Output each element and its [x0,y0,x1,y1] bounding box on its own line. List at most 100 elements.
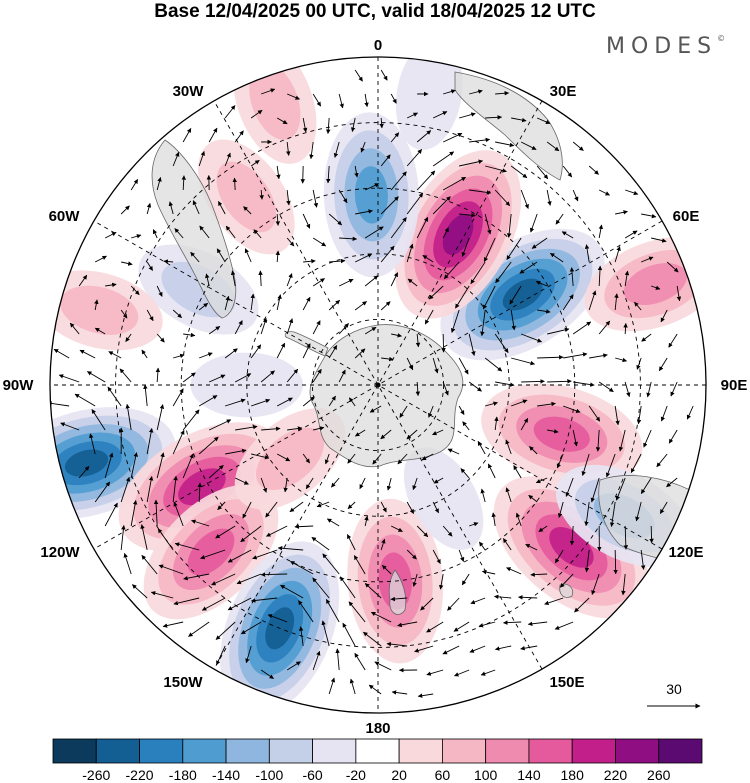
wind-vector-175 [328,299,340,311]
anomaly-contour-0-5 [64,449,109,477]
south-america-landmass [151,139,237,319]
wind-vector-360 [265,501,278,518]
wind-vector-298 [494,416,499,431]
wind-vector-317 [372,453,382,465]
wind-vector-406 [346,534,356,551]
wind-vector-329 [78,466,90,479]
wind-vector-134 [443,261,460,280]
wind-vector-352 [666,477,678,488]
wind-vector-460 [267,614,288,623]
wind-vector-291 [287,426,303,431]
wind-vector-407 [380,538,386,551]
wind-vector-389 [469,522,479,527]
wind-vector-21 [459,112,476,119]
wind-vector-452 [493,594,512,600]
wind-vector-161 [569,267,575,287]
wind-vector-131 [380,245,395,263]
wind-vector-335 [234,477,249,485]
wind-vector-437 [621,573,626,596]
wind-vector-450 [447,597,460,611]
wind-vector-4 [312,93,322,107]
wind-vector-113 [483,237,496,263]
wind-vector-174 [302,296,311,311]
wind-vector-387 [416,525,429,538]
wind-vector-168 [146,309,154,322]
wind-vector-459 [240,621,262,635]
wind-vector-489 [374,661,392,671]
wind-vector-130 [354,253,373,263]
lon-label-180: 180 [365,720,390,737]
colorbar-tick-13: 260 [647,767,671,783]
wind-vector-420 [158,564,184,575]
wind-vector-67 [364,183,380,191]
wind-vector-383 [294,524,314,529]
wind-vector-39 [546,141,560,152]
wind-vector-68 [390,171,407,191]
wind-vector-237 [86,371,106,383]
wind-vector-92 [484,213,492,235]
wind-vector-53 [485,165,507,173]
wind-vector-395 [623,525,629,550]
wind-vector-261 [143,384,148,407]
wind-vector-191 [156,333,165,343]
wind-vector-246 [338,369,346,383]
wind-vector-207 [572,321,592,335]
lon-label-90e: 90E [721,377,748,394]
wind-vector-114 [506,237,522,261]
wind-vector-472 [216,645,226,666]
wind-vector-132 [406,243,414,263]
wind-vector-324 [556,453,564,469]
wind-vector-63 [259,189,264,200]
wind-vector-258 [50,401,70,407]
wind-vector-455 [574,597,590,613]
wind-vector-23 [511,117,527,123]
wind-vectors [50,69,694,698]
wind-vector-212 [53,348,70,359]
wind-vector-343 [433,477,444,484]
wind-vector-205 [521,333,543,343]
lon-label-60e: 60E [673,208,700,225]
wind-vector-376 [130,499,138,527]
wind-vector-186 [634,301,642,311]
wind-vector-116 [561,231,574,239]
map-title: Base 12/04/2025 00 UTC, valid 18/04/2025… [154,1,596,22]
wind-vector-371 [584,501,590,527]
wind-vector-316 [347,453,356,464]
wind-vector-193 [208,325,221,335]
wind-vector-224 [381,356,394,362]
wind-vector-105 [286,237,295,247]
wind-vector-295 [406,429,418,440]
wind-vector-127 [275,250,281,263]
wind-vector-302 [595,429,601,452]
wind-vector-40 [572,141,584,151]
wind-vector-255 [624,381,631,398]
wind-vector-257 [670,381,678,397]
wind-vector-474 [298,626,304,647]
wind-vector-427 [353,555,366,575]
wind-vector-180 [480,309,486,337]
wind-vector-198 [338,323,349,335]
wind-vector-423 [236,573,262,585]
wind-vector-491 [426,669,444,676]
wind-vector-235 [658,357,668,372]
wind-vector-64 [286,189,291,206]
wind-vector-241 [208,374,226,383]
wind-vector-179 [450,309,460,333]
wind-vector-88 [380,196,399,215]
wind-vector-272 [428,405,434,418]
wind-vector-77 [625,189,639,196]
anomaly-contour-2-3 [187,528,235,576]
wind-vector-449 [420,597,434,611]
wind-vector-274 [485,401,498,407]
wind-vector-169 [172,309,182,319]
wind-vector-104 [253,229,262,239]
wind-vector-32 [360,141,366,153]
wind-vector-275 [511,399,528,407]
wind-vector-211 [668,333,678,348]
copyright-mark: © [717,34,726,43]
wind-vector-122 [146,261,154,271]
antarctica-landmass [309,324,464,468]
wind-vector-355 [146,475,154,503]
wind-vector-203 [468,333,476,356]
wind-vector-254 [598,381,614,393]
